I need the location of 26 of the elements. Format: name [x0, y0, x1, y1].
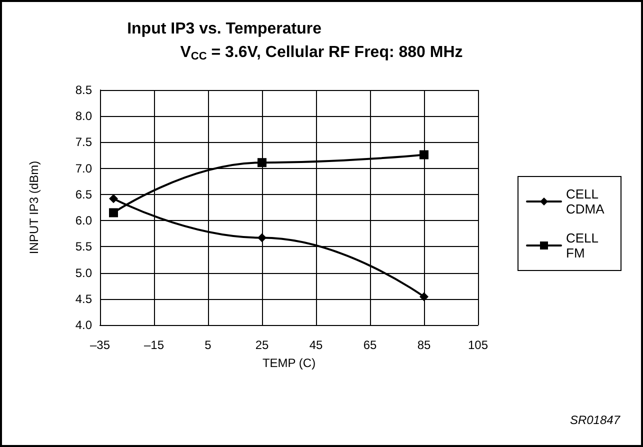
y-axis-title: INPUT IP3 (dBm)	[27, 160, 41, 254]
point	[109, 208, 118, 218]
y-tick-label: 4.5	[75, 292, 92, 306]
x-tick-label: 85	[417, 338, 431, 352]
x-tick-label: –35	[90, 338, 110, 352]
y-tick-label: 8.5	[75, 83, 92, 97]
x-tick-label: 25	[255, 338, 269, 352]
legend-label: CELL FM	[566, 230, 602, 260]
legend-label: CELL CDMA	[566, 186, 605, 216]
y-tick-label: 7.0	[75, 161, 92, 176]
chart-title: Input IP3 vs. Temperature	[127, 20, 322, 38]
x-tick-label: 65	[363, 338, 377, 352]
x-tick-label: 45	[309, 338, 323, 352]
x-tick-label: –15	[144, 338, 164, 352]
text: SR01847	[570, 413, 622, 427]
y-tick-label: 5.5	[75, 240, 92, 254]
y-tick-label: 5.0	[75, 266, 92, 280]
y-tick-label: 7.5	[75, 135, 92, 150]
x-tick-label: 5	[204, 338, 212, 352]
y-tick-label: 8.0	[75, 109, 92, 124]
y-tick-label: 4.0	[75, 318, 92, 332]
x-axis-title: TEMP (C)	[262, 356, 316, 370]
x-tick-label: 105	[468, 338, 488, 352]
point	[109, 194, 118, 204]
y-tick-label: 6.0	[75, 214, 92, 228]
y-tick-label: 6.5	[75, 187, 92, 202]
